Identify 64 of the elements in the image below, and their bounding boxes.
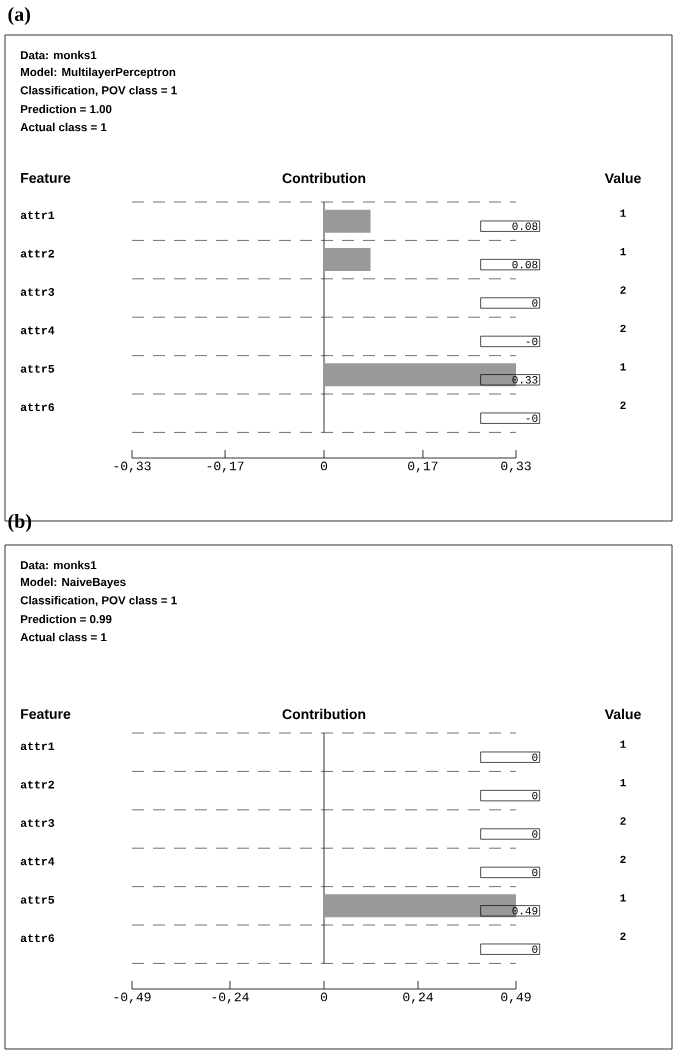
data-label: 0 [532,791,538,800]
x-axis-title: Contribution [282,708,366,720]
y-tick-label: attr2 [20,249,55,258]
y-tick-label: attr3 [20,819,55,827]
x-tick-label: 0 [320,461,328,471]
text: 1 [620,740,626,748]
y-axis-title: Feature [21,709,71,719]
text: Classification, POV class = 1 [20,595,177,607]
text: Classification, POV class = 1 [20,85,177,97]
data-label: 0.08 [512,260,538,269]
data-label: 0 [532,753,538,761]
y-tick-label: attr1 [20,742,55,751]
text: 2 [620,324,626,333]
data-label: -0 [526,414,538,422]
text: 1 [620,247,626,256]
text: Data: monks1 [20,560,97,570]
x-tick-label: 0,17 [408,461,438,473]
x-tick-label: -0,33 [114,461,151,473]
chart-title: (a) [8,6,30,26]
text: Prediction = 1.00 [20,104,112,114]
data-label: 0 [532,830,538,838]
text: Model: NaiveBayes [20,577,126,589]
text: Actual class = 1 [20,122,107,132]
y-tick-label: attr4 [20,326,55,335]
y-tick-label: attr5 [20,895,55,904]
text: 2 [620,401,626,409]
y2-axis-title: Value [604,708,641,720]
text: 2 [620,932,626,940]
x-tick-label: 0,24 [403,992,433,1004]
text: 1 [620,363,626,371]
x-tick-label: 0,33 [501,461,531,473]
text: Model: MultilayerPerceptron [20,67,176,79]
x-tick-label: 0,49 [501,992,531,1004]
y-tick-label: attr2 [20,780,55,789]
data-label: 0 [532,945,538,953]
text: 1 [620,894,626,902]
data-label: 0.49 [512,907,538,915]
y-tick-label: attr4 [20,857,55,866]
x-axis-title: Contribution [282,172,366,184]
y-tick-label: attr6 [20,403,55,412]
x-tick-label: -0,24 [212,992,249,1004]
data-label: -0 [526,337,538,346]
data-label: 0 [532,299,538,307]
y-tick-label: attr3 [20,288,55,296]
text: Data: monks1 [20,50,97,60]
data-label: 0 [532,868,538,877]
y-tick-label: attr1 [20,211,55,220]
y-tick-label: attr5 [20,364,55,373]
x-tick-label: 0 [320,992,328,1002]
text: 2 [620,817,626,825]
x-tick-label: -0,49 [114,992,151,1004]
text: Actual class = 1 [20,632,107,642]
text: 1 [620,778,626,787]
x-tick-label: -0,17 [207,461,244,473]
data-label: 0.33 [512,376,538,384]
chart-title: (b) [8,513,32,533]
text: 2 [620,286,626,294]
y2-axis-title: Value [604,172,641,184]
text: 2 [620,855,626,864]
y-axis-title: Feature [21,173,71,183]
text: Prediction = 0.99 [20,614,112,624]
y-tick-label: attr6 [20,934,55,943]
text: 1 [620,209,626,217]
data-label: 0.08 [512,222,538,230]
